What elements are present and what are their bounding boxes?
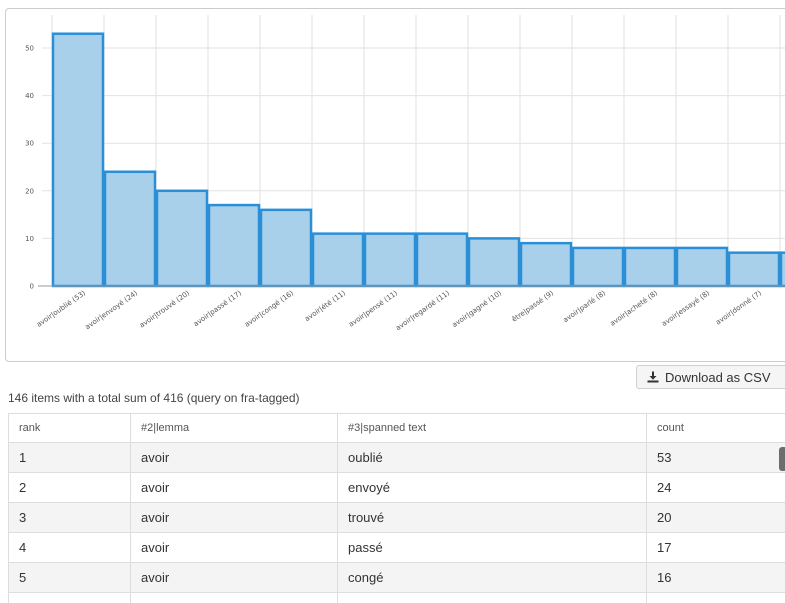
bar[interactable] [469,238,519,286]
x-tick-label: avoir|oublié (53) [35,289,87,329]
table-row: 3 avoir trouvé 20 [9,503,785,533]
y-tick-label: 10 [25,235,34,243]
x-tick-label: avoir|été (11) [303,289,347,323]
bar[interactable] [157,191,207,286]
cell-count: 16 [647,563,785,593]
cell-count: 20 [647,503,785,533]
bar[interactable] [417,234,467,286]
x-tick-label: avoir|gagné (10) [451,289,504,329]
table-row: 4 avoir passé 17 [9,533,785,563]
cell-lemma: avoir [131,563,338,593]
bar[interactable] [365,234,415,286]
column-header-lemma[interactable]: #2|lemma [131,414,338,443]
cell-spanned-text: passé [338,533,647,563]
cell-lemma: avoir [131,533,338,563]
cell-count: 53 [647,443,785,473]
cell-count: 24 [647,473,785,503]
y-tick-label: 50 [25,45,34,53]
table-row: 1 avoir oublié 53 [9,443,785,473]
cell-lemma: avoir [131,443,338,473]
cell-spanned-text: oublié [338,443,647,473]
table-row: 2 avoir envoyé 24 [9,473,785,503]
x-tick-label: avoir|envoyé (24) [84,289,140,331]
x-tick-label: avoir|regardé (11) [394,289,451,332]
y-tick-label: 0 [30,283,34,291]
x-tick-label: être|passé (9) [510,289,555,324]
download-csv-button[interactable]: Download as CSV [636,365,785,389]
bar[interactable] [521,243,571,286]
result-summary: 146 items with a total sum of 416 (query… [8,391,300,405]
cell-spanned-text: envoyé [338,473,647,503]
x-tick-label: avoir|parlé (8) [562,289,608,324]
x-tick-label: avoir|passé (17) [192,289,243,328]
cell-count: 17 [647,533,785,563]
bar[interactable] [261,210,311,286]
cell-lemma [131,593,338,603]
table-row: 5 avoir congé 16 [9,563,785,593]
results-table-wrapper: rank #2|lemma #3|spanned text count 1 av… [8,413,785,603]
download-csv-label: Download as CSV [665,370,771,385]
cell-lemma: avoir [131,473,338,503]
cell-rank [9,593,131,603]
y-tick-label: 40 [25,92,34,100]
y-tick-label: 20 [25,187,34,195]
x-tick-label: avoir|donné (7) [714,289,763,327]
cell-rank: 2 [9,473,131,503]
cell-spanned-text: trouvé [338,503,647,533]
bar[interactable] [313,234,363,286]
bar-chart: 0 10 20 30 40 50 avoir|oublié (53)avoir|envoyé… [0,0,785,362]
y-tick-label: 30 [25,140,34,148]
cell-lemma: avoir [131,503,338,533]
cell-rank: 3 [9,503,131,533]
bar[interactable] [781,253,785,286]
table-scrollbar-thumb[interactable] [779,447,785,471]
x-tick-label: avoir|congé (16) [243,289,295,329]
column-header-spanned-text[interactable]: #3|spanned text [338,414,647,443]
bar[interactable] [625,248,675,286]
results-table: rank #2|lemma #3|spanned text count 1 av… [8,413,785,603]
column-header-count[interactable]: count [647,414,785,443]
bar[interactable] [105,172,155,286]
bar[interactable] [729,253,779,286]
bar[interactable] [573,248,623,286]
bar[interactable] [53,34,103,286]
x-tick-label: avoir|acheté (8) [609,289,660,328]
cell-spanned-text: congé [338,563,647,593]
bar[interactable] [677,248,727,286]
cell-spanned-text [338,593,647,603]
cell-count [647,593,785,603]
column-header-rank[interactable]: rank [9,414,131,443]
x-tick-label: avoir|pensé (11) [347,289,399,329]
cell-rank: 5 [9,563,131,593]
cell-rank: 4 [9,533,131,563]
x-tick-label: avoir|trouvé (20) [138,289,191,330]
bar[interactable] [209,205,259,286]
download-icon [647,371,659,383]
table-header-row: rank #2|lemma #3|spanned text count [9,414,785,443]
cell-rank: 1 [9,443,131,473]
table-row [9,593,785,603]
x-tick-label: avoir|essayé (8) [660,289,711,328]
